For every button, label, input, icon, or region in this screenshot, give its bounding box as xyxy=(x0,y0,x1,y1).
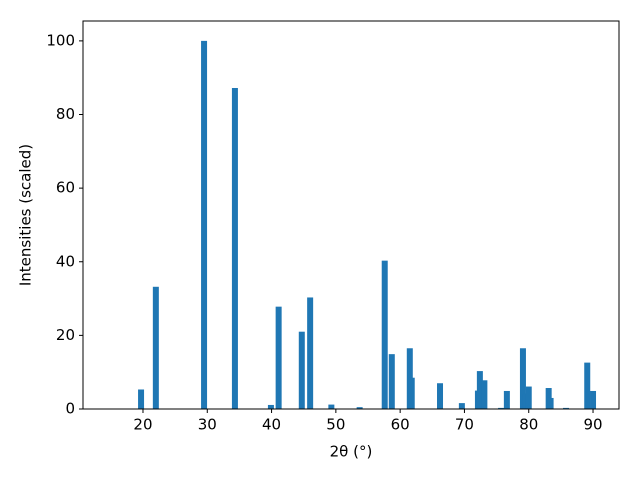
x-tick-label: 40 xyxy=(262,416,281,434)
bar xyxy=(584,362,591,409)
bar xyxy=(267,404,274,409)
y-tick-label: 100 xyxy=(46,31,75,49)
bar xyxy=(437,383,444,409)
bar xyxy=(458,403,465,409)
bar xyxy=(525,386,532,409)
bar xyxy=(307,297,314,409)
y-axis-label: Intensities (scaled) xyxy=(17,144,35,286)
bar xyxy=(275,306,282,409)
bar xyxy=(563,407,570,409)
bar xyxy=(519,348,526,409)
bar xyxy=(590,390,597,409)
bar xyxy=(138,389,145,409)
bar xyxy=(201,40,208,409)
bar xyxy=(522,393,529,409)
y-tick-label: 20 xyxy=(56,326,75,344)
x-tick-label: 80 xyxy=(519,416,538,434)
bar xyxy=(476,371,483,409)
bar xyxy=(481,380,488,409)
bar xyxy=(408,377,415,409)
bar xyxy=(152,286,159,409)
bar xyxy=(381,260,388,409)
bar xyxy=(328,404,335,409)
y-tick-label: 80 xyxy=(56,105,75,123)
x-axis-label: 2θ (°) xyxy=(330,443,373,461)
bar xyxy=(231,87,238,409)
x-tick-label: 50 xyxy=(326,416,345,434)
bar xyxy=(298,331,305,409)
x-tick-label: 60 xyxy=(391,416,410,434)
x-tick-label: 70 xyxy=(455,416,474,434)
x-tick-label: 20 xyxy=(133,416,152,434)
bar xyxy=(547,397,554,409)
y-tick-label: 60 xyxy=(56,179,75,197)
bar xyxy=(356,407,363,409)
y-tick-label: 0 xyxy=(65,400,75,418)
plot-frame xyxy=(82,20,620,410)
bar xyxy=(503,390,510,409)
y-tick-label: 40 xyxy=(56,252,75,270)
bar xyxy=(388,354,395,409)
x-tick-label: 90 xyxy=(583,416,602,434)
x-tick-label: 30 xyxy=(198,416,217,434)
bar xyxy=(498,407,505,409)
